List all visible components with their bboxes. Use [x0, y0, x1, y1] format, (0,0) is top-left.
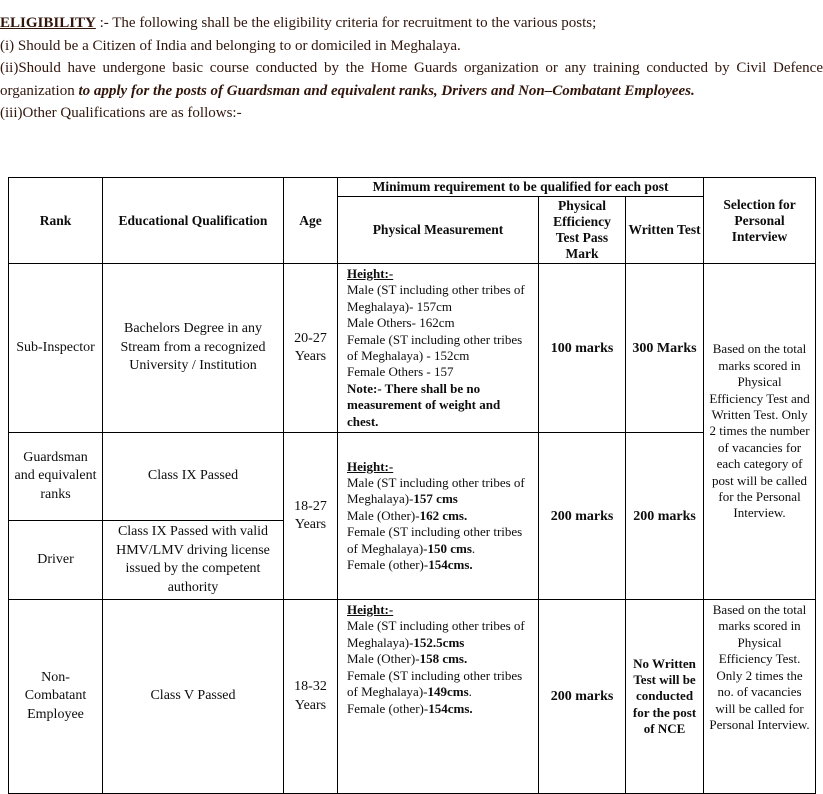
eligibility-table: Rank Educational Qualification Age Minim…: [8, 177, 817, 794]
header-pet-pass-mark: Physical Efficiency Test Pass Mark: [538, 196, 626, 264]
rank-cell-guardsman: Guardsman and equivalent ranks: [8, 432, 103, 522]
selection-cell-rows-1-3: Based on the total marks scored in Physi…: [703, 262, 817, 601]
pet-mark-cell-nce: 200 marks: [538, 599, 626, 794]
clause-ii-emphasis: to apply for the posts of Guardsman and …: [78, 82, 695, 99]
pet-mark-cell-sub-inspector: 100 marks: [538, 262, 626, 434]
header-row-1: Rank Educational Qualification Age Minim…: [8, 177, 817, 264]
rank-cell-nce: Non-Combatant Employee: [8, 599, 103, 794]
row-driver: Driver Class IX Passed with valid HMV/LM…: [8, 520, 816, 601]
header-rank: Rank: [8, 177, 103, 264]
clause-iii: (iii)Other Qualifications are as follows…: [0, 105, 242, 121]
row-guardsman: Guardsman and equivalent ranks Class IX …: [8, 432, 816, 601]
measurement-line: Female Others - 157: [347, 364, 454, 380]
age-cell-sub-inspector: 20-27 Years: [283, 262, 338, 434]
qualification-cell-nce: Class V Passed: [102, 599, 284, 794]
eligibility-heading-rest: :- The following shall be the eligibilit…: [95, 15, 597, 31]
measurement-line: Male (ST including other tribes of Megha…: [347, 282, 525, 314]
measurement-line: Female (other)-154cms.: [347, 700, 473, 716]
header-written-test: Written Test: [624, 196, 705, 264]
rank-cell-driver: Driver: [8, 520, 103, 601]
measurement-line: Female (ST including other tribes of Meg…: [347, 331, 523, 364]
header-selection: Selection for Personal Interview: [703, 177, 817, 264]
written-cell-sub-inspector: 300 Marks: [624, 262, 705, 434]
header-min-requirement: Minimum requirement to be qualified for …: [336, 177, 705, 197]
written-cell-guardsman-driver: 200 marks: [624, 432, 705, 601]
measurement-note: Note:- There shall be no measurement of …: [347, 380, 501, 429]
header-physical-measurement: Physical Measurement: [337, 196, 539, 264]
measurement-line: Female (ST including other tribes of Meg…: [347, 524, 523, 556]
measurement-line: Female (other)-154cms.: [347, 557, 473, 573]
header-age: Age: [283, 177, 338, 264]
clause-ii: (ii)Should have undergone basic course c…: [0, 57, 823, 102]
qualification-cell-guardsman: Class IX Passed: [102, 432, 284, 522]
height-title: Height:-: [347, 458, 394, 474]
measurement-cell-nce: Height:- Male (ST including other tribes…: [337, 599, 539, 794]
measurement-cell-guardsman-driver: Height:- Male (ST including other tribes…: [337, 432, 539, 601]
measurement-line: Male (Other)-158 cms.: [347, 651, 468, 667]
intro-section: 7.ELIGIBILITY :- The following shall be …: [0, 0, 823, 125]
measurement-line: Male (ST including other tribes of Megha…: [347, 618, 525, 650]
measurement-line: Male (Other)-162 cms.: [347, 507, 468, 523]
measurement-cell-sub-inspector: Height:- Male (ST including other tribes…: [337, 262, 539, 434]
clause-i: (i) Should be a Citizen of India and bel…: [0, 37, 461, 54]
qualification-cell-sub-inspector: Bachelors Degree in any Stream from a re…: [102, 262, 284, 434]
eligibility-heading-paragraph: 7.ELIGIBILITY :- The following shall be …: [0, 12, 823, 35]
measurement-line: Male Others- 162cm: [347, 315, 455, 331]
clause-ii-text: (ii)Should have undergone basic course c…: [0, 60, 823, 99]
age-cell-guardsman-driver: 18-27 Years: [283, 432, 338, 601]
selection-cell-nce: Based on the total marks scored in Physi…: [703, 599, 817, 794]
measurement-line: Male (ST including other tribes of Megha…: [347, 475, 525, 507]
qualification-cell-driver: Class IX Passed with valid HMV/LMV drivi…: [102, 520, 284, 601]
height-title: Height:-: [347, 602, 394, 618]
age-cell-nce: 18-32 Years: [283, 599, 338, 794]
pet-mark-cell-guardsman-driver: 200 marks: [538, 432, 626, 601]
header-qualification: Educational Qualification: [102, 177, 284, 264]
written-cell-nce: No Written Test will be conducted for th…: [624, 599, 705, 794]
rank-cell-sub-inspector: Sub-Inspector: [8, 262, 103, 434]
row-nce: Non-Combatant Employee Class V Passed 18…: [8, 599, 817, 794]
height-title: Height:-: [347, 266, 394, 281]
measurement-line: Female (ST including other tribes of Meg…: [347, 667, 523, 700]
row-sub-inspector: Sub-Inspector Bachelors Degree in any St…: [8, 262, 817, 601]
header-row-2: Physical Measurement Physical Efficiency…: [9, 196, 816, 264]
eligibility-heading: ELIGIBILITY: [0, 15, 96, 31]
